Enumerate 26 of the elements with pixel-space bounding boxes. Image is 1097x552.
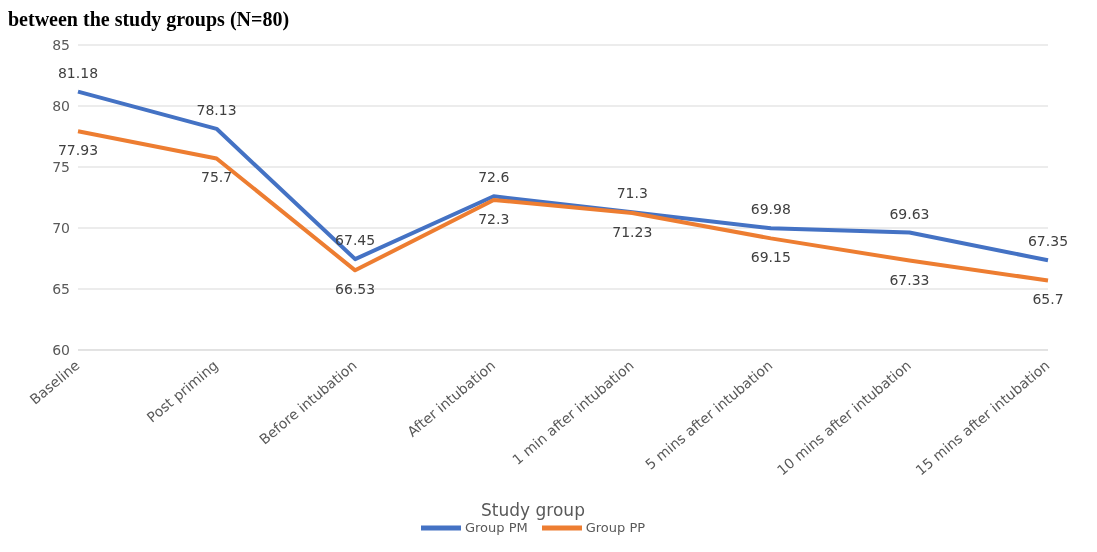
data-label: 67.35 (1027, 233, 1069, 250)
data-label: 81.18 (57, 64, 99, 81)
data-label: 72.6 (478, 169, 510, 186)
data-label: 77.93 (57, 142, 99, 159)
y-tick-label: 70 (52, 219, 70, 236)
y-tick-label: 75 (52, 158, 70, 175)
y-tick-label: 85 (52, 36, 70, 53)
data-label: 69.15 (750, 249, 791, 266)
legend-label: Group PM (463, 520, 528, 535)
legend-title: Study group (480, 500, 586, 520)
data-label: 71.23 (612, 223, 653, 240)
data-label: 65.7 (1032, 291, 1064, 308)
data-label: 69.98 (750, 201, 791, 218)
chart-title: between the study groups (N=80) (8, 8, 291, 31)
data-label: 75.7 (200, 169, 233, 186)
y-tick-label: 65 (52, 280, 70, 297)
y-tick-label: 60 (52, 341, 70, 358)
data-label: 72.3 (478, 210, 510, 227)
data-label: 71.3 (616, 185, 648, 202)
data-label: 69.63 (889, 205, 930, 222)
y-tick-label: 80 (52, 97, 70, 114)
legend-label: Group PP (584, 520, 646, 535)
data-label: 67.45 (335, 232, 376, 249)
data-label: 66.53 (335, 281, 376, 298)
data-label: 67.33 (889, 271, 930, 288)
data-label: 78.13 (196, 101, 237, 118)
